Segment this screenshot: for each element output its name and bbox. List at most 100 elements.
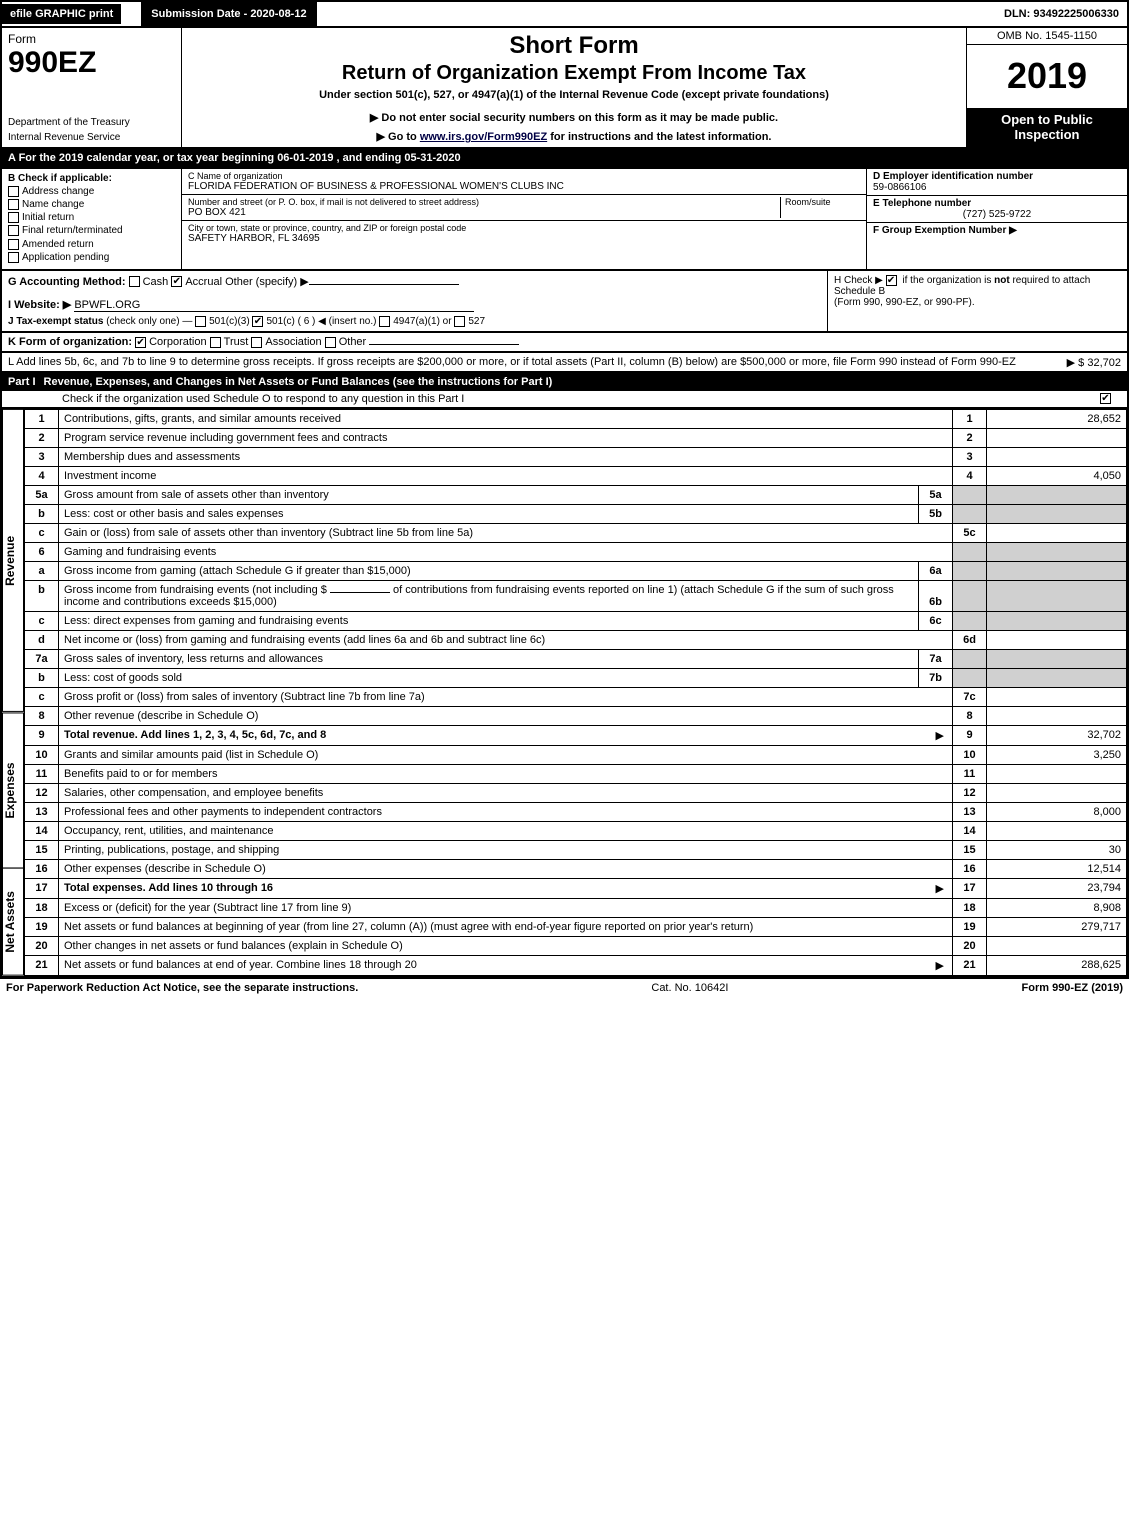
line-4: 4Investment income44,050 [25, 466, 1127, 485]
part1-label: Part I [8, 376, 44, 388]
k-o2: Trust [224, 336, 249, 348]
l5a-desc: Gross amount from sale of assets other t… [64, 489, 329, 501]
part1-check-text: Check if the organization used Schedule … [62, 393, 1100, 405]
opt-final: Final return/terminated [22, 226, 123, 237]
l6a-sr: 6a [919, 561, 953, 580]
goto-post: for instructions and the latest informat… [547, 131, 771, 143]
opt-amended: Amended return [22, 239, 94, 250]
l21-ref: 21 [953, 955, 987, 975]
part1-header: Part I Revenue, Expenses, and Changes in… [0, 373, 1129, 409]
footer-right: Form 990-EZ (2019) [1022, 982, 1123, 994]
irs-link[interactable]: www.irs.gov/Form990EZ [420, 131, 547, 143]
chk-schedule-o[interactable] [1100, 393, 1111, 404]
efile-print-button[interactable]: efile GRAPHIC print [2, 4, 121, 24]
chk-final-return[interactable] [8, 225, 19, 236]
l15-amt: 30 [987, 840, 1127, 859]
opt-address: Address change [22, 186, 94, 197]
l8-desc: Other revenue (describe in Schedule O) [64, 710, 258, 722]
chk-501c[interactable] [252, 316, 263, 327]
chk-accrual[interactable] [171, 276, 182, 287]
footer-left: For Paperwork Reduction Act Notice, see … [6, 982, 358, 994]
chk-h[interactable] [886, 275, 897, 286]
l10-desc: Grants and similar amounts paid (list in… [64, 749, 318, 761]
k-o3: Association [265, 336, 321, 348]
form-header: Form 990EZ Department of the Treasury In… [0, 28, 1129, 149]
i-label: I Website: ▶ [8, 299, 71, 311]
chk-501c3[interactable] [195, 316, 206, 327]
f-label: F Group Exemption Number ▶ [873, 225, 1121, 236]
section-b-c-d: B Check if applicable: Address change Na… [0, 169, 1129, 271]
header-middle: Short Form Return of Organization Exempt… [182, 28, 967, 147]
dln: DLN: 93492225006330 [996, 4, 1127, 24]
chk-other-org[interactable] [325, 337, 336, 348]
l11-desc: Benefits paid to or for members [64, 768, 217, 780]
l7b-desc: Less: cost of goods sold [64, 672, 182, 684]
d-label: D Employer identification number [873, 171, 1121, 182]
k-o1: Corporation [149, 336, 206, 348]
line-11: 11Benefits paid to or for members11 [25, 764, 1127, 783]
k-o4: Other [339, 336, 367, 348]
dept-treasury: Department of the Treasury [8, 117, 175, 128]
line-13: 13Professional fees and other payments t… [25, 802, 1127, 821]
chk-cash[interactable] [129, 276, 140, 287]
l4-desc: Investment income [64, 470, 156, 482]
l5b-sr: 5b [919, 504, 953, 523]
line-a-taxyear: A For the 2019 calendar year, or tax yea… [0, 149, 1129, 169]
l21-desc: Net assets or fund balances at end of ye… [64, 959, 417, 971]
line-18: 18Excess or (deficit) for the year (Subt… [25, 898, 1127, 917]
chk-amended[interactable] [8, 239, 19, 250]
l6a-desc: Gross income from gaming (attach Schedul… [64, 565, 411, 577]
h-not: not [994, 275, 1010, 286]
k-label: K Form of organization: [8, 336, 132, 348]
part1-instr: (see the instructions for Part I) [393, 376, 553, 388]
g-other-input[interactable] [309, 284, 459, 285]
l12-amt [987, 783, 1127, 802]
chk-trust[interactable] [210, 337, 221, 348]
line-16: 16Other expenses (describe in Schedule O… [25, 859, 1127, 878]
l2-amt [987, 428, 1127, 447]
main-table: Revenue Expenses Net Assets 1Contributio… [0, 409, 1129, 978]
l7c-amt [987, 687, 1127, 706]
g-accounting: G Accounting Method: Cash Accrual Other … [2, 271, 827, 331]
chk-initial-return[interactable] [8, 212, 19, 223]
opt-pending: Application pending [22, 252, 109, 263]
chk-assoc[interactable] [251, 337, 262, 348]
row-l: L Add lines 5b, 6c, and 7b to line 9 to … [0, 353, 1129, 373]
line-7a: 7aGross sales of inventory, less returns… [25, 649, 1127, 668]
line-5c: cGain or (loss) from sale of assets othe… [25, 523, 1127, 542]
arrow-icon [933, 959, 947, 972]
page-footer: For Paperwork Reduction Act Notice, see … [0, 978, 1129, 997]
chk-app-pending[interactable] [8, 252, 19, 263]
chk-address-change[interactable] [8, 186, 19, 197]
e-label: E Telephone number [873, 198, 1121, 209]
l1-desc: Contributions, gifts, grants, and simila… [64, 413, 341, 425]
l21-amt: 288,625 [987, 955, 1127, 975]
lines-table: 1 Contributions, gifts, grants, and simil… [24, 409, 1127, 976]
form-word: Form [8, 32, 175, 46]
goto-pre: ▶ Go to [377, 131, 420, 143]
chk-527[interactable] [454, 316, 465, 327]
chk-4947[interactable] [379, 316, 390, 327]
g-accrual: Accrual [185, 276, 222, 288]
l17-amt: 23,794 [987, 878, 1127, 898]
short-form-title: Short Form [192, 32, 956, 60]
arrow-icon [933, 882, 947, 895]
line-20: 20Other changes in net assets or fund ba… [25, 936, 1127, 955]
l1-ref: 1 [953, 409, 987, 428]
chk-name-change[interactable] [8, 199, 19, 210]
c-name-label: C Name of organization [188, 171, 860, 181]
l8-amt [987, 706, 1127, 725]
line-10: 10Grants and similar amounts paid (list … [25, 745, 1127, 764]
l16-amt: 12,514 [987, 859, 1127, 878]
l6b-input[interactable] [330, 592, 390, 593]
k-other-input[interactable] [369, 344, 519, 345]
l5c-desc: Gain or (loss) from sale of assets other… [64, 527, 473, 539]
line-6a: aGross income from gaming (attach Schedu… [25, 561, 1127, 580]
line-5a: 5aGross amount from sale of assets other… [25, 485, 1127, 504]
l16-ref: 16 [953, 859, 987, 878]
l2-ref: 2 [953, 428, 987, 447]
under-section: Under section 501(c), 527, or 4947(a)(1)… [192, 89, 956, 101]
l6b-sr: 6b [919, 580, 953, 611]
l5b-desc: Less: cost or other basis and sales expe… [64, 508, 284, 520]
chk-corp[interactable] [135, 337, 146, 348]
